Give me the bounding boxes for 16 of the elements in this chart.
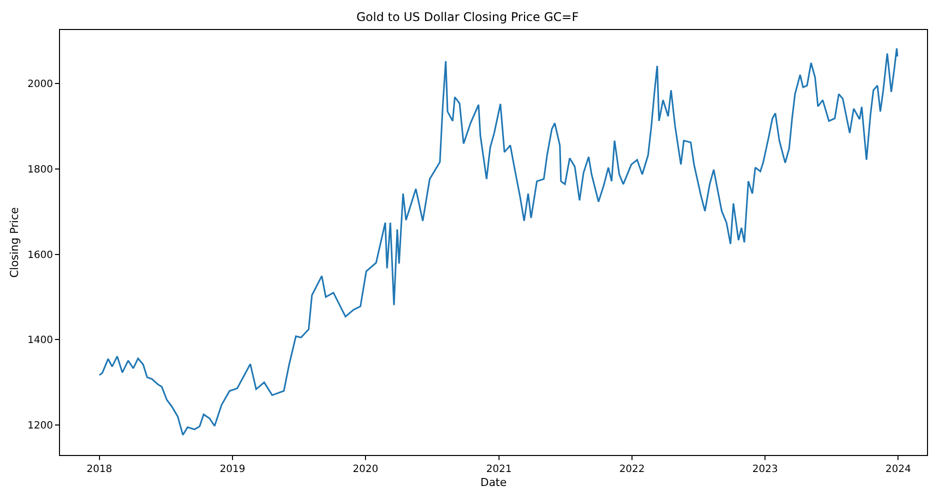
x-tick-label: 2022	[619, 464, 645, 475]
x-tick-label: 2023	[752, 464, 778, 475]
y-tick-label: 2000	[28, 78, 53, 90]
x-axis-title: Date	[480, 476, 507, 490]
x-tick-label: 2019	[220, 464, 246, 475]
y-tick-label: 1600	[28, 250, 53, 261]
x-tick-label: 2018	[86, 464, 112, 475]
x-tick-label: 2024	[885, 464, 911, 475]
y-tick-label: 1800	[28, 164, 53, 176]
x-tick-label: 2020	[352, 464, 378, 475]
y-tick-label: 1400	[28, 335, 53, 346]
y-axis-title: Closing Price	[8, 207, 22, 278]
x-tick-label: 2021	[486, 464, 512, 475]
chart-title: Gold to US Dollar Closing Price GC=F	[356, 10, 579, 24]
y-tick-label: 1200	[28, 420, 53, 432]
line-series	[98, 48, 898, 436]
